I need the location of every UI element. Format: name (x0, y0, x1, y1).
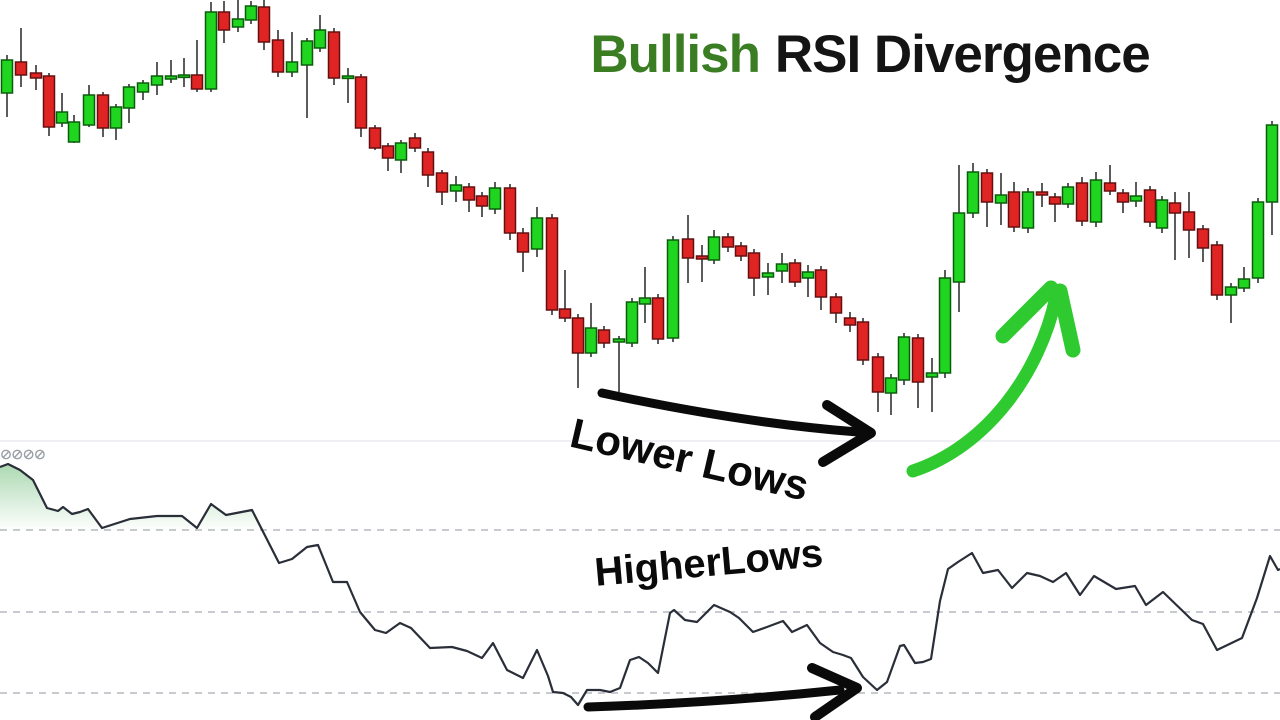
higher-lows-arrow (583, 663, 862, 720)
rsi-fill (0, 464, 263, 531)
higher-lows-arrow-head (807, 663, 862, 720)
lower-lows-arrow-head (818, 400, 876, 467)
rsi-line-series (0, 462, 1280, 707)
candlestick-series (0, 0, 1279, 415)
bullish-arrow-shaft (906, 290, 1063, 478)
bullish-arrow-head-left (995, 280, 1059, 344)
page-title-rest: RSI Divergence (774, 25, 1151, 84)
page-title: Bullish RSI Divergence (590, 25, 1151, 84)
lower-lows-arrow (597, 388, 876, 467)
rsi-indicator-icons[interactable] (1, 449, 45, 460)
lower-lows-arrow-shaft (597, 388, 863, 437)
bullish-reversal-arrow (906, 280, 1081, 478)
page-title-highlight: Bullish (590, 25, 761, 84)
bullish-arrow-head-right (1052, 283, 1081, 358)
higher-lows-arrow-shaft (583, 685, 845, 712)
